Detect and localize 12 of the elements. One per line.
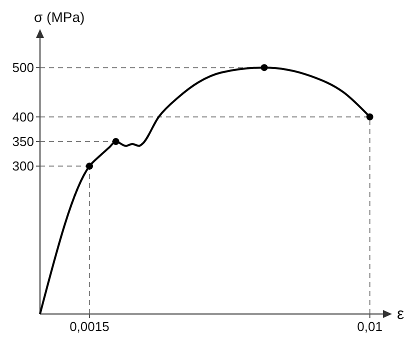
point	[86, 162, 93, 170]
y-tick-label: 300	[12, 158, 34, 174]
x-axis-title: ε	[397, 306, 404, 323]
x-tick-label: 0,0015	[70, 319, 110, 334]
point	[366, 113, 374, 120]
y-axis-title: σ (MPa)	[34, 9, 85, 25]
y-tick-label: 500	[12, 60, 34, 76]
x-tick-label: 0,01	[357, 319, 382, 334]
y-tick-label: 400	[12, 109, 34, 124]
y-tick-label: 350	[12, 134, 34, 150]
point	[112, 138, 120, 145]
point	[260, 64, 268, 72]
